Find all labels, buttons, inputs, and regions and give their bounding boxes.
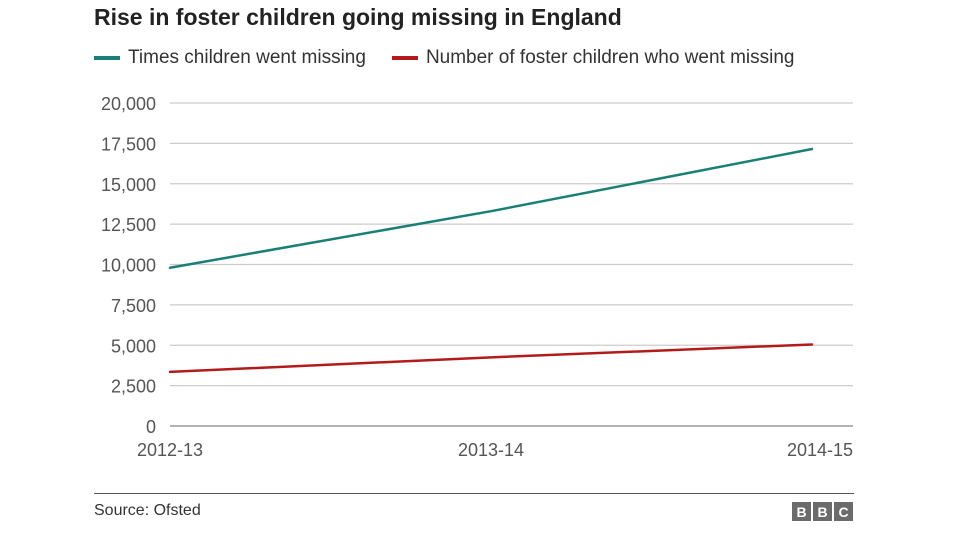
series-line-times-missing	[168, 147, 814, 269]
bbc-logo: B B C	[790, 502, 853, 521]
bbc-logo-letter: B	[792, 502, 811, 521]
legend-label-children-missing: Number of foster children who went missi…	[425, 47, 795, 68]
y-tick-label: 0	[146, 417, 156, 437]
y-tick-label: 20,000	[101, 94, 156, 114]
bbc-logo-letter: C	[834, 502, 853, 521]
chart-title: Rise in foster children going missing in…	[94, 4, 622, 30]
y-tick-label: 12,500	[101, 215, 156, 235]
legend-swatch-times-missing	[94, 56, 120, 60]
y-tick-label: 5,000	[111, 336, 156, 356]
bbc-logo-letter: B	[813, 502, 832, 521]
x-tick-label: 2013-14	[458, 440, 524, 460]
y-tick-label: 10,000	[101, 256, 156, 276]
legend-item-children-missing: Number of foster children who went missi…	[391, 47, 795, 69]
y-tick-label: 2,500	[111, 377, 156, 397]
y-tick-label: 15,000	[101, 175, 156, 195]
chart-legend: Times children went missing Number of fo…	[94, 46, 820, 70]
y-tick-label: 7,500	[111, 296, 156, 316]
legend-label-times-missing: Times children went missing	[128, 47, 366, 68]
x-tick-label: 2014-15	[787, 440, 853, 460]
y-tick-label: 17,500	[101, 134, 156, 154]
source-note: Source: Ofsted	[94, 502, 201, 519]
series-line-children-missing	[168, 343, 814, 374]
legend-item-times-missing: Times children went missing	[94, 47, 366, 69]
x-tick-label: 2012-13	[137, 440, 203, 460]
footer-divider	[94, 493, 854, 494]
legend-swatch-children-missing	[391, 56, 418, 60]
